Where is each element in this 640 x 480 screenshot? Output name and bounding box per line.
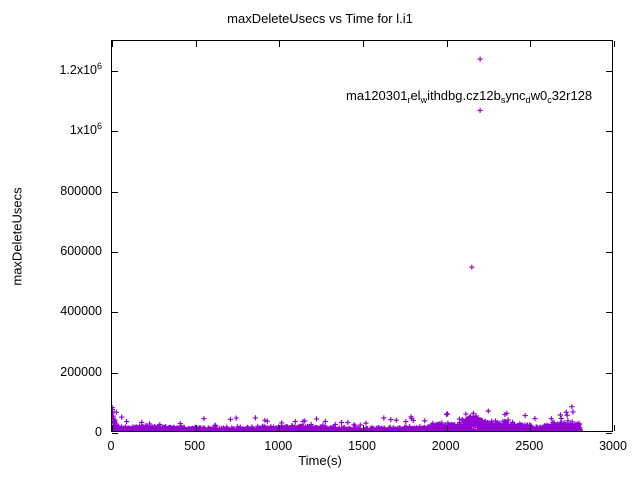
y-axis-tick — [112, 71, 118, 73]
y-axis-tick — [606, 131, 612, 133]
x-axis-tick-label: 1000 — [264, 439, 293, 453]
x-axis-tick — [530, 41, 532, 47]
y-axis-tick-label: 600000 — [60, 244, 102, 259]
y-axis-tick — [606, 372, 612, 374]
y-axis-tick-label: 200000 — [60, 364, 102, 379]
y-axis-tick — [606, 433, 612, 434]
x-axis-tick — [279, 425, 281, 431]
x-axis-tick-label: 500 — [184, 439, 206, 453]
y-axis-tick-label: 400000 — [60, 304, 102, 319]
y-axis-tick — [606, 312, 612, 314]
y-axis-tick — [112, 131, 118, 133]
plot-area: ma120301relwithdbg.cz12bsyncdw0c32r128 — [111, 40, 615, 434]
x-axis-tick — [614, 41, 615, 47]
x-axis-tick — [363, 41, 364, 47]
x-axis-tick — [195, 425, 197, 431]
y-axis-label: maxDeleteUsecs — [9, 186, 25, 286]
x-axis-tick-label: 3000 — [599, 439, 627, 453]
y-axis-tick — [112, 372, 118, 374]
y-axis-tick — [112, 312, 118, 314]
x-axis-tick — [279, 41, 281, 47]
y-axis-tick — [112, 433, 118, 434]
y-axis-tick-label: 0 — [95, 425, 102, 439]
x-axis-tick-label: 2000 — [431, 439, 460, 453]
x-axis-tick-label: 0 — [107, 439, 115, 453]
chart-title: maxDeleteUsecs vs Time for l.i1 — [227, 11, 413, 26]
x-axis-label: Time(s) — [298, 453, 342, 468]
y-axis-tick-label: 1.2x106 — [59, 60, 102, 78]
x-axis-tick — [112, 425, 113, 431]
scatter-points — [112, 56, 583, 431]
x-axis-tick — [446, 41, 448, 47]
y-axis-tick — [112, 191, 118, 193]
data-points-layer — [112, 41, 612, 431]
x-axis-tick — [112, 41, 113, 47]
x-axis-tick — [530, 425, 532, 431]
y-axis-tick — [606, 71, 612, 73]
y-axis-tick-label: 1x106 — [69, 121, 102, 138]
x-axis-tick — [363, 425, 364, 431]
x-axis-tick — [195, 41, 197, 47]
y-axis-tick — [606, 191, 612, 193]
x-axis-tick — [446, 425, 448, 431]
legend-series-label: ma120301relwithdbg.cz12bsyncdw0c32r128 — [346, 88, 593, 105]
x-axis-tick-label: 1500 — [348, 439, 376, 453]
y-axis-tick-label: 800000 — [60, 183, 102, 198]
x-axis-tick — [614, 425, 615, 431]
y-axis-tick — [606, 252, 612, 254]
y-axis-tick — [112, 252, 118, 254]
x-axis-tick-label: 2500 — [515, 439, 544, 453]
